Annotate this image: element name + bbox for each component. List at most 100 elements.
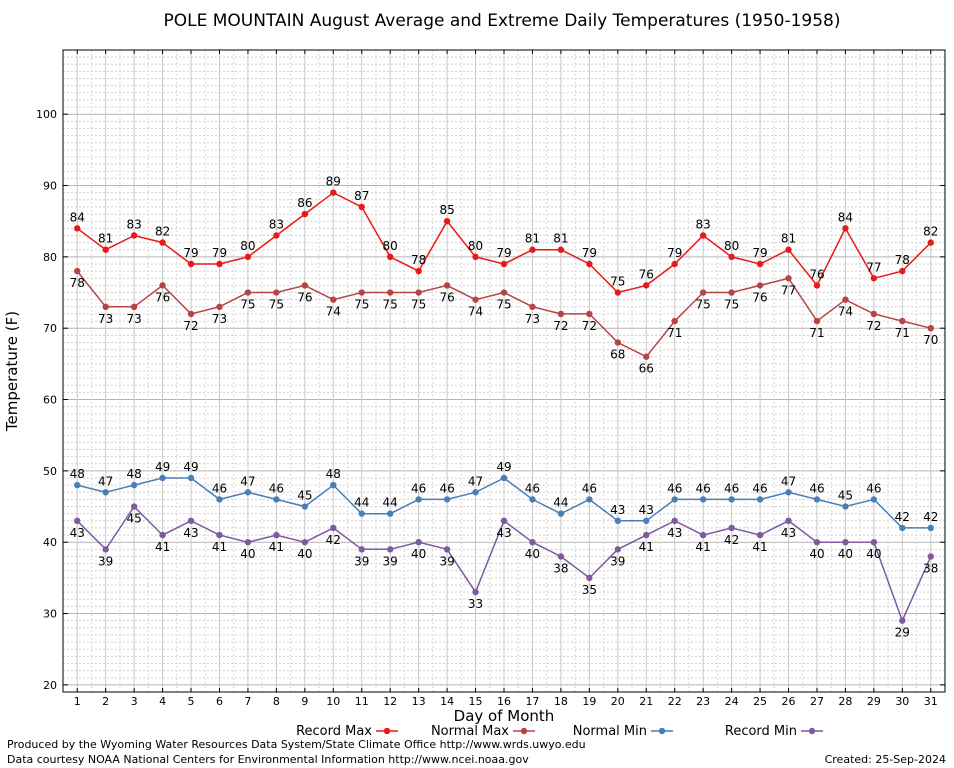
record-min-point — [728, 524, 735, 532]
record-min-point — [216, 531, 223, 539]
record-max-data-label: 79 — [752, 246, 767, 260]
grid — [63, 49, 945, 693]
normal-max-point — [586, 310, 593, 318]
record-min-data-label: 39 — [610, 554, 625, 568]
normal-max-point — [216, 303, 223, 310]
record-max-point — [244, 253, 252, 261]
y-tick-label: 40 — [43, 536, 57, 549]
record-max-data-label: 84 — [838, 210, 853, 224]
x-tick-label: 7 — [244, 695, 251, 708]
normal-min-point — [699, 496, 707, 503]
record-min-point — [273, 531, 280, 539]
record-max-point — [529, 246, 536, 253]
normal-max-point — [899, 317, 906, 325]
legend: Record Max Normal Max Normal Min Record Min — [296, 724, 823, 739]
x-tick-label: 17 — [525, 695, 539, 708]
normal-min-data-label: 42 — [923, 510, 938, 524]
normal-min-point — [472, 489, 479, 496]
normal-max-data-label: 75 — [269, 298, 284, 312]
x-tick-label: 4 — [159, 695, 166, 708]
legend-swatch-marker-record-min — [808, 727, 816, 735]
x-tick-label: 16 — [497, 695, 511, 708]
normal-max-data-label: 74 — [468, 305, 483, 319]
normal-max-point — [614, 339, 622, 346]
normal-max-data-label: 72 — [866, 319, 881, 333]
record-max-data-label: 75 — [610, 275, 625, 289]
normal-max-point — [472, 296, 479, 303]
record-max-point — [187, 260, 195, 268]
record-max-data-label: 79 — [496, 246, 511, 260]
normal-min-data-label: 47 — [468, 474, 483, 488]
y-tick-label: 90 — [43, 180, 57, 193]
x-tick-label: 30 — [895, 695, 909, 708]
record-min-point — [927, 553, 934, 560]
record-min-data-label: 41 — [155, 540, 170, 554]
chart-title: POLE MOUNTAIN August Average and Extreme… — [163, 11, 840, 31]
normal-max-data-label: 76 — [752, 290, 767, 304]
normal-min-point — [244, 489, 252, 496]
y-tick-label: 80 — [43, 251, 57, 264]
record-max-data-label: 76 — [809, 267, 824, 281]
normal-min-point — [500, 474, 508, 482]
normal-max-data-label: 72 — [582, 319, 597, 333]
normal-max-point — [74, 267, 81, 275]
normal-max-data-label: 76 — [439, 290, 454, 304]
data-labels: 84 81 83 82 79 79 80 83 86 89 87 80 78 85 80 79 81 81 79 75… — [70, 175, 939, 640]
normal-min-data-label: 47 — [98, 474, 113, 488]
record-max-data-label: 79 — [582, 246, 597, 260]
record-max-data-label: 81 — [98, 232, 113, 246]
record-min-data-label: 39 — [439, 554, 454, 568]
normal-max-point — [756, 282, 764, 289]
normal-min-point — [443, 496, 451, 503]
normal-max-point — [102, 303, 109, 310]
normal-max-data-label: 78 — [70, 276, 85, 290]
record-max-data-label: 83 — [126, 217, 141, 231]
normal-max-data-label: 73 — [126, 312, 141, 326]
normal-max-point — [301, 282, 309, 289]
record-min-point — [187, 517, 195, 524]
record-min-point — [301, 539, 309, 546]
normal-max-point — [785, 275, 792, 282]
record-min-data-label: 35 — [582, 583, 597, 597]
x-tick-label: 3 — [131, 695, 138, 708]
record-min-data-label: 43 — [496, 526, 511, 540]
record-max-point — [358, 203, 365, 211]
record-min-point — [415, 539, 422, 546]
normal-min-data-label: 46 — [582, 481, 597, 495]
record-min-data-label: 43 — [781, 526, 796, 540]
record-min-data-label: 29 — [895, 626, 910, 640]
normal-min-point — [842, 503, 849, 510]
normal-min-point — [813, 496, 821, 503]
record-min-data-label: 40 — [866, 547, 881, 561]
normal-min-point — [557, 510, 565, 517]
normal-min-data-label: 49 — [496, 460, 511, 474]
normal-min-data-label: 44 — [553, 496, 568, 510]
normal-min-data-label: 44 — [383, 496, 398, 510]
record-max-data-label: 87 — [354, 189, 369, 203]
x-tick-label: 13 — [412, 695, 426, 708]
y-tick-label: 100 — [36, 108, 57, 121]
legend-label-record-max: Record Max — [296, 724, 372, 739]
record-min-point — [529, 539, 536, 546]
normal-max-data-label: 74 — [326, 305, 341, 319]
record-min-point — [899, 617, 906, 624]
record-min-point — [586, 574, 593, 582]
normal-min-data-label: 46 — [809, 481, 824, 495]
x-tick-label: 11 — [355, 695, 369, 708]
normal-max-point — [330, 296, 337, 303]
normal-min-point — [386, 510, 394, 517]
normal-max-data-label: 75 — [724, 298, 739, 312]
record-min-data-label: 40 — [525, 547, 540, 561]
record-min-point — [557, 553, 565, 560]
record-max-point — [671, 260, 678, 268]
normal-min-data-label: 46 — [411, 481, 426, 495]
record-max-point — [500, 260, 508, 268]
record-max-point — [216, 260, 223, 268]
record-max-data-label: 81 — [781, 232, 796, 246]
record-max-data-label: 79 — [212, 246, 227, 260]
normal-min-data-label: 46 — [212, 481, 227, 495]
normal-max-data-label: 74 — [838, 305, 853, 319]
normal-max-data-label: 75 — [354, 298, 369, 312]
